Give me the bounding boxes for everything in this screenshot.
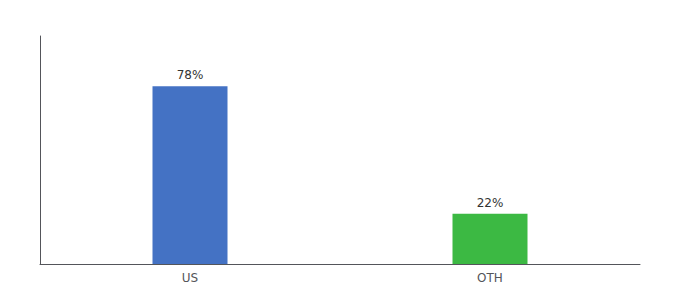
svg-text:22%: 22% bbox=[477, 196, 504, 210]
svg-text:US: US bbox=[182, 271, 198, 285]
svg-text:OTH: OTH bbox=[477, 271, 503, 285]
svg-text:78%: 78% bbox=[177, 68, 204, 82]
